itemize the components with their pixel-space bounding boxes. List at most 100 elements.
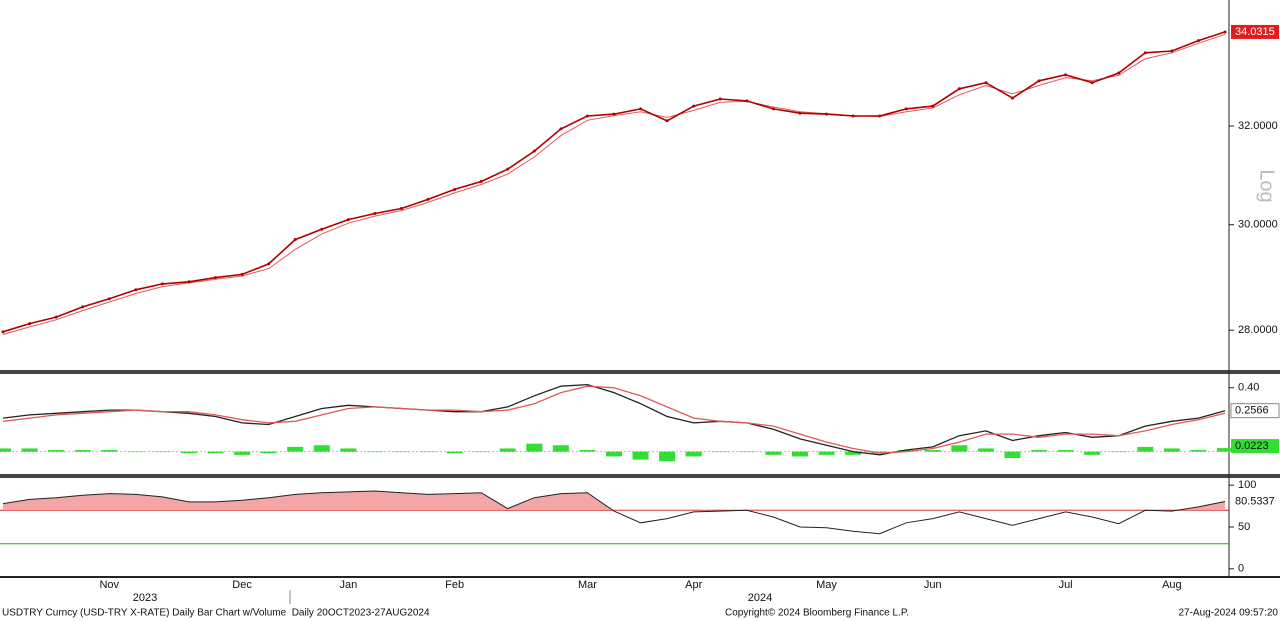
price-point xyxy=(612,112,616,116)
price-point xyxy=(692,104,696,108)
histogram-bar xyxy=(446,451,463,454)
histogram-bar xyxy=(154,451,171,453)
y-tick-label: 30.0000 xyxy=(1238,219,1278,231)
price-point xyxy=(1064,73,1068,77)
scale-label: Log xyxy=(1256,169,1278,202)
histogram-bar xyxy=(845,451,862,455)
histogram-bar xyxy=(1137,446,1154,452)
x-tick-label: Jan xyxy=(339,579,357,591)
y-tick-label: 28.0000 xyxy=(1238,324,1278,336)
histogram-bar xyxy=(180,451,197,454)
histogram-bar xyxy=(1004,451,1021,459)
price-point xyxy=(745,99,749,103)
price-point xyxy=(214,276,218,280)
price-point xyxy=(904,107,908,111)
price-point xyxy=(373,212,377,216)
histogram-bar xyxy=(526,443,543,452)
footer-description: USDTRY Curncy (USD-TRY X-RATE) Daily Bar… xyxy=(2,608,430,619)
x-tick-label: Jul xyxy=(1059,579,1073,591)
footer-copyright: Copyright© 2024 Bloomberg Finance L.P. xyxy=(725,608,909,619)
last-value-label: 0.0223 xyxy=(1235,440,1269,452)
histogram-bar xyxy=(712,451,729,453)
price-point xyxy=(639,107,643,111)
histogram-bar xyxy=(1190,450,1207,452)
histogram-bar xyxy=(552,445,569,452)
panel-divider xyxy=(0,370,1280,374)
x-tick-label: Mar xyxy=(578,579,597,591)
histogram-bar xyxy=(207,451,224,454)
price-point xyxy=(851,114,855,118)
histogram-bar xyxy=(499,448,516,452)
last-value-box xyxy=(1231,494,1279,509)
histogram-bar xyxy=(818,451,835,455)
histogram-bar xyxy=(1163,448,1180,452)
year-label: 2023 xyxy=(133,592,157,604)
histogram-bar xyxy=(659,451,676,462)
histogram-bar xyxy=(579,450,596,452)
histogram-bar xyxy=(420,451,437,453)
x-tick-label: Jun xyxy=(924,579,942,591)
price-point xyxy=(134,288,138,292)
histogram-bar xyxy=(871,451,888,454)
price-point xyxy=(240,272,244,276)
price-point xyxy=(825,112,829,116)
last-value-label: 34.0315 xyxy=(1235,26,1275,38)
price-point xyxy=(453,187,457,191)
histogram-bar xyxy=(0,448,11,452)
price-point xyxy=(320,227,324,231)
histogram-bar xyxy=(606,451,622,457)
axis-divider xyxy=(0,576,1280,578)
histogram-bar xyxy=(791,451,808,457)
histogram-bar xyxy=(127,451,144,453)
y-tick-label: 32.0000 xyxy=(1238,120,1278,132)
histogram-bar xyxy=(393,451,410,453)
price-point xyxy=(957,87,961,91)
last-value-box xyxy=(1231,439,1279,454)
price-point xyxy=(798,111,802,115)
y-tick-label: 50 xyxy=(1238,521,1250,533)
price-point xyxy=(559,127,563,131)
price-point xyxy=(479,179,483,183)
price-point xyxy=(1196,39,1200,43)
price-point xyxy=(28,322,32,326)
price-point xyxy=(54,315,58,319)
price-point xyxy=(532,149,536,153)
histogram-bar xyxy=(366,451,383,453)
histogram-bar xyxy=(234,451,251,455)
price-point xyxy=(1117,71,1121,75)
x-tick-label: Nov xyxy=(99,579,119,591)
macd-line xyxy=(2,385,1226,454)
price-point xyxy=(267,262,271,266)
price-point xyxy=(1037,79,1041,83)
histogram-bar xyxy=(473,451,490,453)
price-point xyxy=(293,238,297,242)
year-label: 2024 xyxy=(748,592,772,604)
histogram-bar xyxy=(21,448,38,452)
price-point xyxy=(585,114,589,118)
price-point xyxy=(1090,81,1094,85)
histogram-bar xyxy=(632,451,649,460)
macd-line xyxy=(2,383,1226,456)
price-point xyxy=(878,114,882,118)
price-point xyxy=(984,81,988,85)
last-value-box xyxy=(1231,24,1279,39)
histogram-bar xyxy=(951,445,968,452)
histogram-bar xyxy=(1084,451,1101,455)
price-point xyxy=(665,119,669,123)
histogram-bar xyxy=(977,448,994,452)
x-tick-label: Dec xyxy=(232,579,252,591)
y-tick-label: 100 xyxy=(1238,479,1256,491)
histogram-bar xyxy=(287,446,304,452)
y-tick-label: 0 xyxy=(1238,563,1244,575)
y-tick-label: 0.40 xyxy=(1238,382,1259,394)
price-point xyxy=(1010,96,1014,100)
histogram-bar xyxy=(765,451,782,455)
histogram-bar xyxy=(924,450,941,452)
histogram-bar xyxy=(48,450,65,452)
price-point xyxy=(160,282,164,286)
panel-divider xyxy=(0,474,1280,478)
histogram-bar xyxy=(1031,450,1048,452)
x-tick-label: Apr xyxy=(685,579,702,591)
rsi-area xyxy=(3,491,1225,511)
price-point xyxy=(81,305,85,309)
